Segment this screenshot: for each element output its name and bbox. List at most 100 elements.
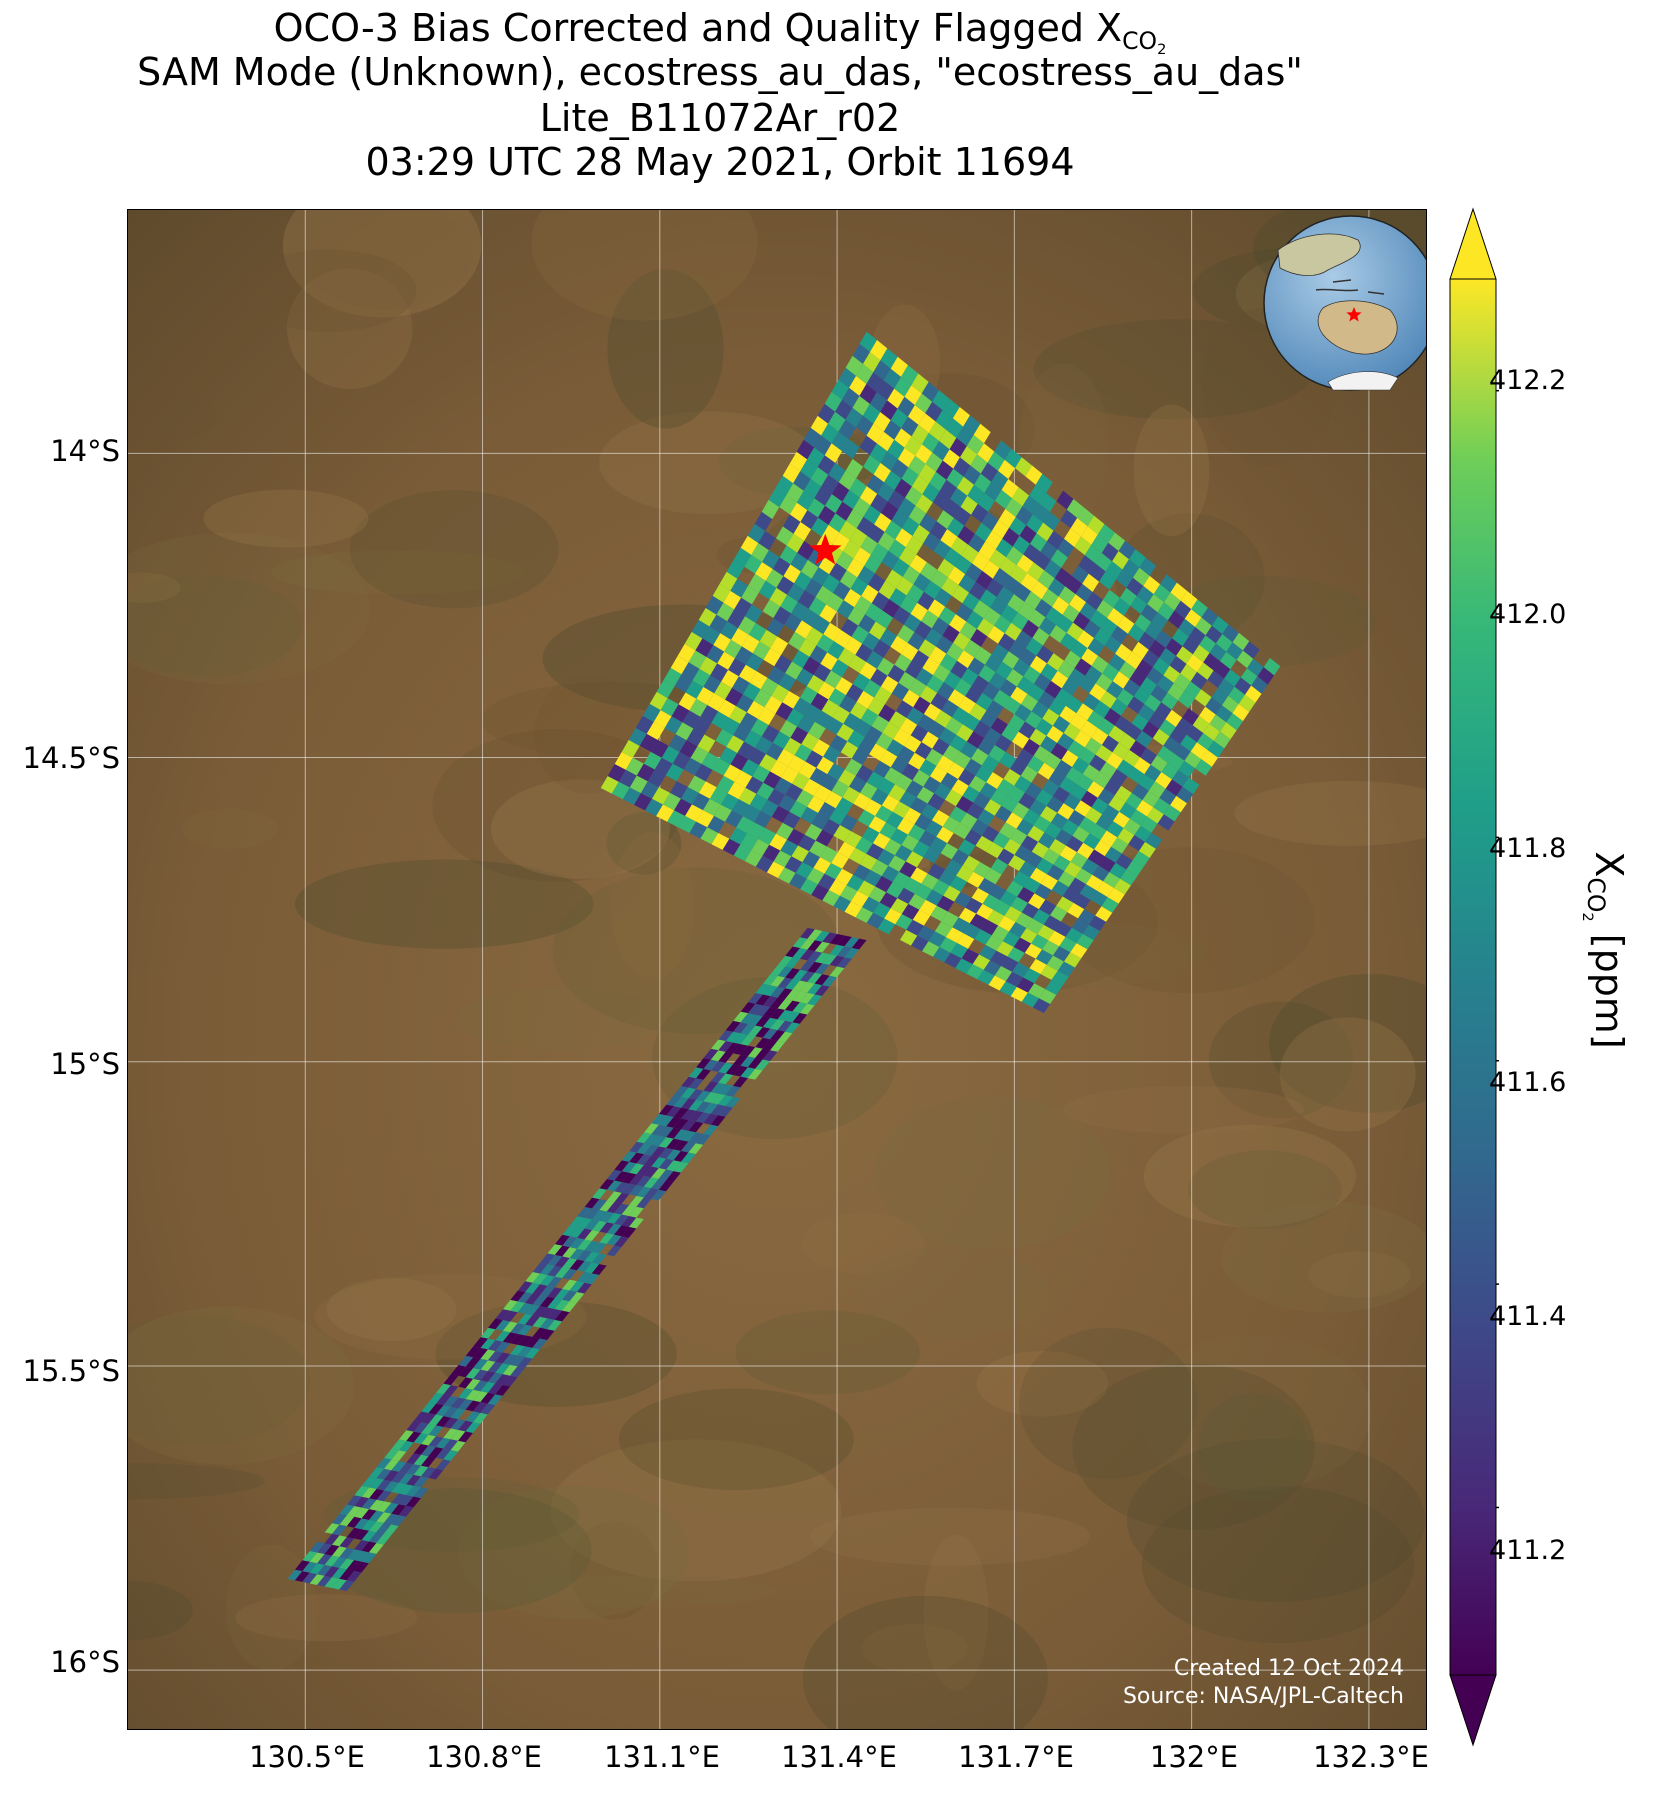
xco2-cell xyxy=(813,663,832,682)
xco2-cell xyxy=(1192,715,1210,733)
xco2-cell xyxy=(1087,515,1105,535)
xco2-cell xyxy=(1087,849,1105,866)
xco2-cell xyxy=(921,610,939,629)
xco2-cell xyxy=(1050,905,1068,922)
terrain-patch xyxy=(456,987,665,1050)
terrain-patch xyxy=(802,1595,1048,1729)
xco2-cell xyxy=(554,1267,570,1279)
xco2-cell xyxy=(391,1515,407,1526)
xco2-cell xyxy=(664,716,683,735)
xco2-cell xyxy=(690,746,709,764)
xco2-cell xyxy=(894,653,912,672)
xco2-cell xyxy=(822,890,840,907)
xco2-cell xyxy=(473,1358,488,1370)
xco2-cell xyxy=(800,949,815,961)
xco2-cell xyxy=(510,1344,525,1356)
xco2-cell xyxy=(800,459,818,479)
xco2-cell xyxy=(339,1580,355,1592)
xco2-cell xyxy=(884,470,902,491)
xco2-cell xyxy=(525,1272,541,1283)
xco2-cell xyxy=(673,1140,689,1151)
xco2-cell xyxy=(711,833,730,850)
xco2-cell xyxy=(718,699,736,718)
xco2-cell xyxy=(688,1067,704,1079)
xco2-cell xyxy=(793,697,811,716)
xco2-cell xyxy=(1014,583,1032,602)
xco2-cell xyxy=(908,405,926,425)
xco2-cell xyxy=(1099,571,1116,590)
xco2-cell xyxy=(607,764,626,782)
xco2-cell xyxy=(331,1578,347,1590)
xco2-cell xyxy=(1180,591,1198,610)
xco2-cell xyxy=(1029,655,1047,674)
xco2-cell xyxy=(881,794,900,812)
xco2-cell xyxy=(1048,578,1066,597)
xco2-cell xyxy=(971,748,989,766)
xco2-cell xyxy=(726,559,745,579)
xco2-cell xyxy=(822,954,837,965)
xco2-cell xyxy=(839,570,858,589)
xco2-cell xyxy=(1023,666,1041,684)
xco2-cell xyxy=(770,760,788,778)
xco2-cell xyxy=(844,831,862,848)
xco2-cell xyxy=(949,734,967,752)
xco2-cell xyxy=(827,763,845,781)
xco2-cell xyxy=(1036,858,1054,875)
xco2-cell xyxy=(904,436,922,456)
xco2-cell xyxy=(767,788,786,806)
xco2-cell xyxy=(897,887,915,904)
xco2-cell xyxy=(913,573,931,592)
xco2-cell xyxy=(1045,979,1063,995)
xco2-cell xyxy=(547,1254,563,1266)
xco2-cell xyxy=(814,974,830,986)
xco2-cell xyxy=(812,739,830,757)
xco2-cell xyxy=(785,989,800,1001)
xco2-cell xyxy=(339,1504,355,1516)
xco2-cell xyxy=(856,363,874,384)
xco2-cell xyxy=(1157,602,1175,621)
xco2-cell xyxy=(495,1320,511,1331)
xco2-cell xyxy=(963,639,981,658)
xco2-cell xyxy=(1043,915,1061,931)
xco2-cell xyxy=(978,541,996,561)
xco2-cell xyxy=(775,475,794,496)
xco2-cell xyxy=(1182,708,1199,726)
xco2-cell xyxy=(636,1186,652,1198)
xco2-cell xyxy=(853,864,871,881)
map-panel[interactable]: Created 12 Oct 2024 Source: NASA/JPL-Cal… xyxy=(127,209,1427,1730)
xco2-cell xyxy=(772,557,791,577)
terrain-patch xyxy=(282,210,482,318)
xco2-cell xyxy=(458,1388,474,1399)
xco2-cell xyxy=(1065,927,1083,944)
xco2-cell xyxy=(1021,693,1039,712)
xco2-cell xyxy=(745,604,763,623)
terrain-patch xyxy=(128,1315,311,1446)
xco2-cell xyxy=(646,722,665,740)
xco2-cell xyxy=(740,712,758,731)
xco2-cell xyxy=(770,1008,785,1020)
xco2-cell xyxy=(1172,628,1189,647)
xco2-cell xyxy=(1056,614,1074,633)
xco2-cell xyxy=(1123,749,1141,767)
xco2-cell xyxy=(882,721,900,740)
xco2-cell xyxy=(1014,845,1032,862)
xco2-cell xyxy=(762,985,778,997)
xco2-cell xyxy=(1042,848,1060,865)
xco2-cell xyxy=(1001,724,1019,742)
xco2-cell xyxy=(802,656,821,675)
xco2-cell xyxy=(912,769,930,787)
terrain-patch xyxy=(1308,1251,1411,1298)
xco2-cell xyxy=(934,588,952,607)
xco2-cell xyxy=(1190,671,1208,690)
xco2-cell xyxy=(1014,704,1032,722)
xco2-cell xyxy=(837,957,852,968)
xco2-cell xyxy=(775,702,794,721)
xco2-cell xyxy=(733,1044,748,1055)
xco2-cell xyxy=(584,1240,600,1252)
xco2-cell xyxy=(1075,583,1093,603)
xco2-cell xyxy=(851,890,869,908)
xco2-cell xyxy=(584,1273,600,1285)
xco2-cell xyxy=(927,793,945,810)
xco2-cell xyxy=(577,1206,593,1218)
xco2-cell xyxy=(1098,856,1116,873)
